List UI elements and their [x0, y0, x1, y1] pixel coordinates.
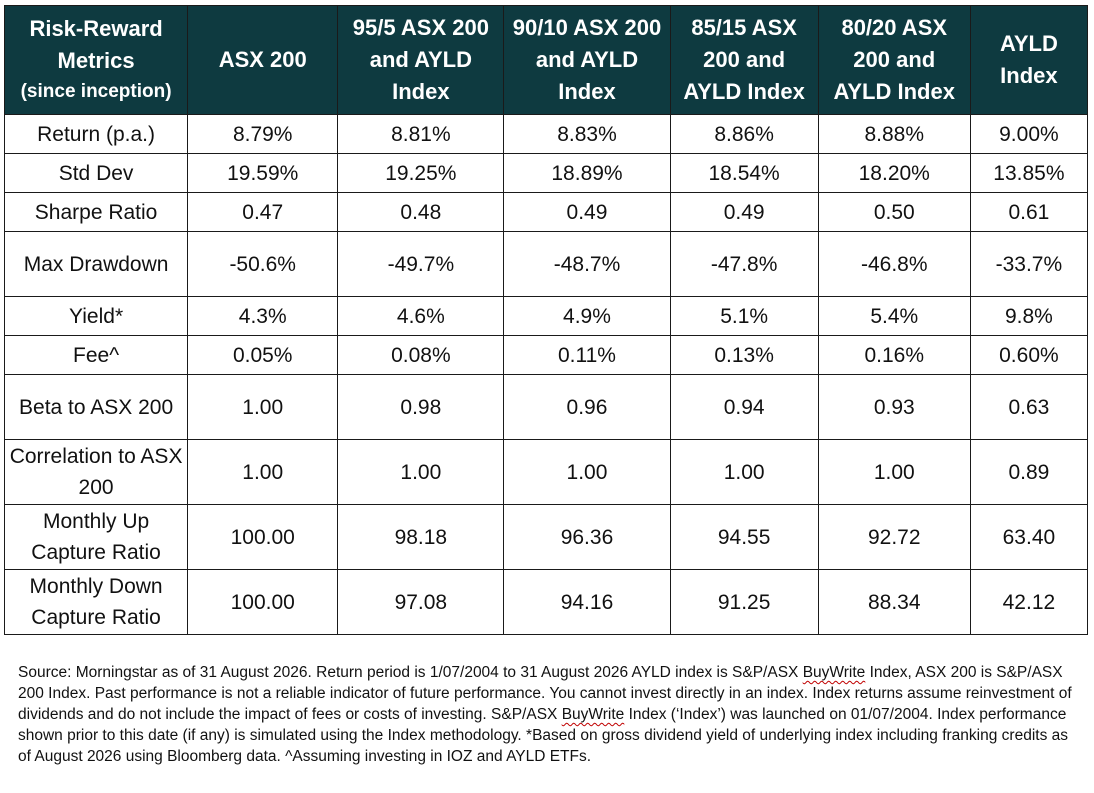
row-label: Max Drawdown — [3, 231, 189, 297]
table-cell: 0.63 — [969, 374, 1089, 440]
risk-reward-table: Risk-Reward Metrics (since inception) AS… — [3, 5, 1089, 635]
row-label: Beta to ASX 200 — [3, 374, 189, 440]
table-cell: -48.7% — [503, 231, 671, 297]
table-cell: 4.3% — [187, 296, 339, 336]
column-header: ASX 200 — [187, 5, 339, 115]
table-cell: -50.6% — [187, 231, 339, 297]
table-cell: 4.6% — [337, 296, 505, 336]
table-cell: 9.8% — [969, 296, 1089, 336]
column-header: AYLD Index — [969, 5, 1089, 115]
table-row: Beta to ASX 200 1.00 0.98 0.96 0.94 0.93… — [3, 374, 1089, 440]
table-cell: 42.12 — [969, 569, 1089, 635]
row-label: Yield* — [3, 296, 189, 336]
row-label: Std Dev — [3, 153, 189, 193]
table-cell: 4.9% — [503, 296, 671, 336]
table-cell: 0.60% — [969, 335, 1089, 375]
metrics-header: Risk-Reward Metrics (since inception) — [3, 5, 189, 115]
table-cell: 8.81% — [337, 114, 505, 154]
table-cell: 1.00 — [187, 374, 339, 440]
table-cell: 19.59% — [187, 153, 339, 193]
table-cell: 0.94 — [669, 374, 819, 440]
table-cell: 0.13% — [669, 335, 819, 375]
table-row: Return (p.a.) 8.79% 8.81% 8.83% 8.86% 8.… — [3, 114, 1089, 154]
table-cell: 8.88% — [817, 114, 971, 154]
table-cell: 0.49 — [503, 192, 671, 232]
table-cell: 0.48 — [337, 192, 505, 232]
table-row: Fee^ 0.05% 0.08% 0.11% 0.13% 0.16% 0.60% — [3, 335, 1089, 375]
table-cell: 13.85% — [969, 153, 1089, 193]
table-cell: 1.00 — [503, 439, 671, 505]
metrics-header-subtitle: (since inception) — [20, 81, 172, 102]
column-header: 80/20 ASX 200 and AYLD Index — [817, 5, 971, 115]
metrics-header-title: Risk-Reward Metrics — [29, 16, 163, 73]
table-cell: 1.00 — [337, 439, 505, 505]
source-footnote: Source: Morningstar as of 31 August 2026… — [18, 662, 1078, 767]
table-cell: 1.00 — [669, 439, 819, 505]
row-label: Monthly Up Capture Ratio — [3, 504, 189, 570]
table-cell: 0.11% — [503, 335, 671, 375]
table-row: Std Dev 19.59% 19.25% 18.89% 18.54% 18.2… — [3, 153, 1089, 193]
table-cell: 0.05% — [187, 335, 339, 375]
table-cell: 9.00% — [969, 114, 1089, 154]
table-cell: 96.36 — [503, 504, 671, 570]
table-row: Yield* 4.3% 4.6% 4.9% 5.1% 5.4% 9.8% — [3, 296, 1089, 336]
table-row: Correlation to ASX 200 1.00 1.00 1.00 1.… — [3, 439, 1089, 505]
table-cell: 0.93 — [817, 374, 971, 440]
table-cell: 8.83% — [503, 114, 671, 154]
table-cell: 94.16 — [503, 569, 671, 635]
footnote-text: Index, ASX 200 is S&P/ASX 200 Index. Pas… — [18, 664, 1072, 723]
footnote-text: Index (‘Index’) was launched on 01/07/20… — [18, 706, 1068, 765]
table-header-row: Risk-Reward Metrics (since inception) AS… — [3, 5, 1089, 115]
table-cell: -33.7% — [969, 231, 1089, 297]
table-cell: 1.00 — [817, 439, 971, 505]
table-row: Max Drawdown -50.6% -49.7% -48.7% -47.8%… — [3, 231, 1089, 297]
table-cell: 100.00 — [187, 569, 339, 635]
table-cell: 0.96 — [503, 374, 671, 440]
table-cell: 0.47 — [187, 192, 339, 232]
column-header: 95/5 ASX 200 and AYLD Index — [337, 5, 505, 115]
column-header: 90/10 ASX 200 and AYLD Index — [503, 5, 671, 115]
table-cell: 92.72 — [817, 504, 971, 570]
table-cell: 1.00 — [187, 439, 339, 505]
table-cell: 5.1% — [669, 296, 819, 336]
table-cell: 19.25% — [337, 153, 505, 193]
table-cell: 0.50 — [817, 192, 971, 232]
table-cell: 0.61 — [969, 192, 1089, 232]
table-cell: 0.08% — [337, 335, 505, 375]
row-label: Correlation to ASX 200 — [3, 439, 189, 505]
table-row: Monthly Down Capture Ratio 100.00 97.08 … — [3, 569, 1089, 635]
table-cell: 18.89% — [503, 153, 671, 193]
table-cell: 63.40 — [969, 504, 1089, 570]
table-cell: 97.08 — [337, 569, 505, 635]
column-header: 85/15 ASX 200 and AYLD Index — [669, 5, 819, 115]
table-cell: 0.49 — [669, 192, 819, 232]
table-cell: 0.98 — [337, 374, 505, 440]
table-row: Sharpe Ratio 0.47 0.48 0.49 0.49 0.50 0.… — [3, 192, 1089, 232]
footnote-buywrite-term: BuyWrite — [561, 706, 625, 723]
table-cell: 100.00 — [187, 504, 339, 570]
table-cell: 5.4% — [817, 296, 971, 336]
table-cell: 8.86% — [669, 114, 819, 154]
row-label: Sharpe Ratio — [3, 192, 189, 232]
table-cell: 0.16% — [817, 335, 971, 375]
table-cell: 18.54% — [669, 153, 819, 193]
table-cell: -46.8% — [817, 231, 971, 297]
table-row: Monthly Up Capture Ratio 100.00 98.18 96… — [3, 504, 1089, 570]
row-label: Fee^ — [3, 335, 189, 375]
row-label: Monthly Down Capture Ratio — [3, 569, 189, 635]
table-cell: 8.79% — [187, 114, 339, 154]
table-cell: 18.20% — [817, 153, 971, 193]
table-cell: 0.89 — [969, 439, 1089, 505]
table-cell: 91.25 — [669, 569, 819, 635]
table-cell: -47.8% — [669, 231, 819, 297]
row-label: Return (p.a.) — [3, 114, 189, 154]
table-cell: 98.18 — [337, 504, 505, 570]
table-cell: 94.55 — [669, 504, 819, 570]
table-cell: 88.34 — [817, 569, 971, 635]
footnote-text: Source: Morningstar as of 31 August 2026… — [18, 664, 803, 681]
footnote-buywrite-term: BuyWrite — [802, 664, 866, 681]
table-cell: -49.7% — [337, 231, 505, 297]
